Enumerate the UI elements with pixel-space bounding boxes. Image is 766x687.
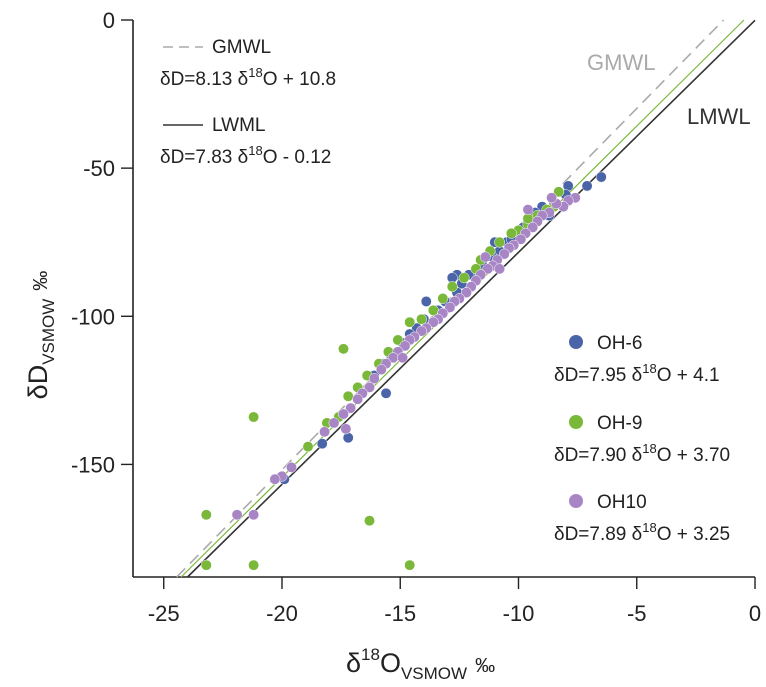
- legend-oh9-marker: [569, 415, 583, 429]
- point-oh10: [494, 263, 506, 275]
- point-oh-9: [392, 334, 404, 346]
- legend-oh6-name: OH-6: [597, 333, 642, 354]
- y-tick-label: -100: [71, 304, 115, 329]
- point-oh10: [522, 204, 534, 216]
- point-oh-9: [248, 559, 260, 571]
- legend-oh6-marker: [569, 335, 583, 349]
- point-oh10: [375, 364, 387, 376]
- point-oh10: [461, 287, 472, 299]
- point-oh10: [498, 248, 510, 260]
- point-oh-9: [505, 227, 517, 239]
- point-oh-9: [302, 441, 314, 453]
- legend-oh10-name: OH10: [597, 492, 647, 513]
- point-oh-9: [404, 559, 416, 571]
- point-oh10: [546, 192, 558, 204]
- point-oh-6: [581, 180, 593, 192]
- point-oh-9: [446, 281, 458, 293]
- point-oh-9: [200, 509, 212, 521]
- y-tick-label: -150: [71, 452, 115, 477]
- legend-oh10-equation: δD=7.89 δ18O + 3.25: [554, 520, 730, 545]
- point-oh10: [248, 509, 260, 521]
- point-oh10: [319, 426, 331, 438]
- legend-lwml-name: LWML: [212, 115, 265, 136]
- legend-oh10-marker: [569, 494, 583, 508]
- point-oh10: [527, 221, 539, 233]
- legend-oh9-equation: δD=7.90 δ18O + 3.70: [554, 441, 730, 466]
- point-oh-9: [437, 293, 449, 304]
- reference-lines: [176, 19, 756, 578]
- point-oh-9: [458, 272, 470, 284]
- point-oh-9: [416, 313, 427, 325]
- point-oh10: [482, 263, 494, 275]
- point-oh10: [479, 251, 491, 263]
- tick-labels: -25 -20 -15 -10 -5 00-50-100-150: [71, 8, 761, 626]
- point-oh10: [444, 301, 456, 313]
- x-tick-label: -25: [148, 601, 180, 626]
- x-tick-label: -5: [627, 601, 647, 626]
- legend-gmwl-equation: δD=8.13 δ18O + 10.8: [160, 65, 336, 90]
- point-oh10: [515, 233, 527, 245]
- point-oh-9: [494, 236, 506, 248]
- point-oh10: [368, 373, 380, 384]
- point-oh10: [340, 423, 352, 435]
- x-tick-label: -15: [384, 601, 416, 626]
- legends: GMWL δD=8.13 δ18O + 10.8 LWML δD=7.83 δ18O …: [160, 37, 751, 545]
- point-oh10: [427, 316, 439, 328]
- y-tick-label: -50: [83, 156, 115, 181]
- legend-lwml-equation: δD=7.83 δ18O - 0.12: [160, 143, 331, 168]
- point-oh10: [338, 408, 349, 420]
- axis-titles: δ18OVSMOW ‰ δDVSMOW‰: [23, 271, 495, 683]
- point-oh-9: [338, 343, 349, 355]
- legend-oh9-name: OH-9: [597, 413, 642, 434]
- x-tick-label: 0: [749, 601, 761, 626]
- legend-gmwl-name: GMWL: [212, 37, 271, 58]
- point-oh-9: [553, 186, 565, 198]
- point-oh10: [269, 473, 281, 485]
- data-points: [200, 171, 607, 571]
- lmwl-line: [186, 19, 756, 578]
- legend-oh6-equation: δD=7.95 δ18O + 4.1: [554, 361, 720, 386]
- point-oh-6: [380, 387, 392, 399]
- point-oh10: [399, 340, 411, 352]
- point-oh10: [286, 461, 297, 473]
- point-oh10: [416, 325, 427, 337]
- point-oh10: [345, 402, 357, 414]
- x-axis-title: δ18OVSMOW ‰: [346, 645, 495, 683]
- y-axis-title: δDVSMOW‰: [23, 271, 58, 400]
- point-oh-6: [420, 296, 432, 307]
- point-oh-9: [404, 316, 416, 328]
- point-oh10: [231, 509, 243, 521]
- point-oh-9: [248, 411, 260, 423]
- point-oh10: [328, 417, 340, 429]
- point-oh-9: [342, 390, 354, 402]
- gmwl-plot-label: GMWL: [587, 50, 655, 75]
- lmwl-plot-label: LMWL: [687, 104, 751, 129]
- point-oh-6: [316, 438, 328, 450]
- x-tick-label: -20: [266, 601, 298, 626]
- point-oh10: [352, 393, 364, 405]
- point-oh10: [397, 352, 409, 364]
- point-oh10: [364, 381, 375, 393]
- x-tick-label: -10: [503, 601, 535, 626]
- point-oh-6: [595, 171, 607, 183]
- axes: [121, 19, 756, 589]
- point-oh-9: [200, 559, 212, 571]
- point-oh-9: [364, 515, 375, 527]
- y-tick-label: 0: [103, 8, 115, 33]
